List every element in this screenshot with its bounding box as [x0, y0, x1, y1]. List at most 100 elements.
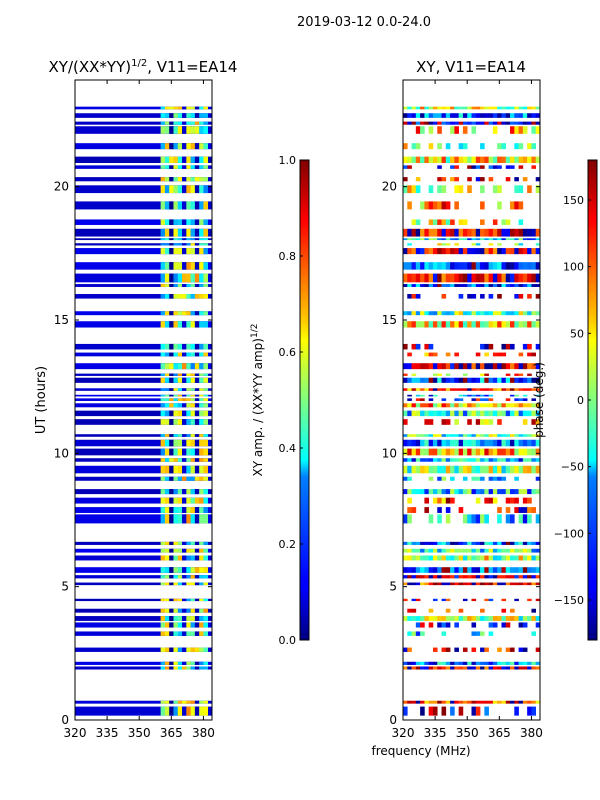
right-heatmap-cell	[522, 228, 528, 237]
right-heatmap-cell	[411, 262, 417, 270]
right-heatmap-cell	[505, 262, 511, 270]
left-heatmap-row	[75, 434, 212, 437]
left-heatmap-cell	[203, 476, 209, 481]
right-heatmap-cell	[531, 156, 537, 163]
left-heatmap-cell	[203, 706, 209, 716]
right-heatmap-cell	[437, 273, 442, 283]
left-heatmap-cell	[182, 465, 187, 474]
right-heatmap-cell	[403, 262, 408, 270]
right-heatmap-cell	[454, 126, 459, 134]
right-heatmap-cell	[428, 394, 434, 397]
left-heatmap-cell	[177, 419, 183, 425]
left-heatmap-cell	[190, 706, 196, 716]
right-colorbar-label: phase (deg.)	[532, 362, 546, 438]
right-heatmap-cell	[454, 262, 459, 270]
right-heatmap-cell	[428, 228, 434, 237]
left-heatmap-cell	[169, 410, 174, 417]
right-heatmap-cell	[518, 661, 524, 665]
right-heatmap-cell	[501, 106, 507, 110]
right-heatmap-cell	[415, 294, 421, 299]
right-heatmap-cell	[535, 514, 540, 524]
left-heatmap-cell	[199, 156, 204, 163]
right-heatmap-cell	[480, 410, 485, 417]
left-heatmap-cell	[194, 548, 200, 553]
right-heatmap-cell	[488, 394, 494, 397]
right-heatmap-cell	[522, 616, 528, 621]
left-heatmap-cell	[203, 608, 209, 613]
right-heatmap-cell	[510, 666, 515, 670]
right-heatmap-cell	[475, 238, 481, 241]
right-heatmap-cell	[420, 439, 425, 447]
right-heatmap-cell	[497, 201, 502, 210]
right-heatmap-cell	[518, 548, 524, 553]
right-heatmap-cell	[441, 434, 447, 437]
left-heatmap-cell	[177, 126, 183, 134]
left-heatmap-cell	[177, 238, 183, 241]
right-heatmap-cell	[428, 582, 434, 586]
right-heatmap-cell	[514, 262, 519, 270]
right-heatmap-cell	[505, 647, 511, 652]
left-heatmap-cell	[194, 666, 200, 670]
right-heatmap-cell	[411, 106, 417, 110]
right-heatmap-cell	[505, 273, 511, 283]
right-heatmap-cell	[535, 126, 540, 134]
right-heatmap-cell	[424, 228, 429, 237]
left-heatmap-cell	[203, 126, 209, 134]
left-heatmap-cell	[186, 575, 191, 579]
right-heatmap-cell	[475, 352, 481, 357]
right-heatmap-cell	[441, 706, 447, 716]
left-heatmap-cell	[190, 165, 196, 169]
right-heatmap-cell	[458, 238, 464, 241]
right-heatmap-cell	[501, 352, 507, 357]
right-heatmap-cell	[527, 666, 532, 670]
right-heatmap-cell	[475, 541, 481, 545]
right-heatmap-cell	[420, 622, 425, 628]
right-heatmap-cell	[415, 113, 421, 118]
right-heatmap-cell	[441, 555, 447, 561]
right-heatmap-cell	[488, 177, 494, 182]
right-heatmap-cell	[454, 419, 459, 425]
right-heatmap-cell	[492, 403, 498, 408]
left-colorbar-tick-label: 1.0	[279, 154, 297, 167]
right-heatmap-cell	[492, 126, 498, 134]
right-heatmap-cell	[441, 377, 447, 383]
right-heatmap-cell	[454, 548, 459, 553]
right-heatmap-cell	[480, 575, 485, 579]
right-heatmap-cell	[484, 156, 489, 163]
right-heatmap-cell	[518, 143, 524, 150]
right-heatmap-cell	[445, 248, 451, 255]
right-heatmap-cell	[441, 248, 447, 255]
right-heatmap-cell	[467, 311, 472, 316]
right-heatmap-cell	[462, 373, 468, 376]
right-heatmap-cell	[527, 489, 532, 495]
right-heatmap-cell	[480, 273, 485, 283]
right-heatmap-cell	[450, 284, 455, 287]
right-heatmap-cell	[514, 243, 519, 246]
right-heatmap-cell	[497, 548, 502, 553]
right-heatmap-cell	[445, 377, 451, 383]
right-heatmap-cell	[497, 647, 502, 652]
right-heatmap-cell	[510, 465, 515, 474]
left-panel-title: XY/(XX*YY)1/2, V11=EA14	[49, 58, 238, 76]
right-heatmap-cell	[432, 388, 438, 391]
left-heatmap-cell	[173, 555, 179, 561]
right-heatmap-cell	[522, 434, 528, 437]
right-heatmap-cell	[415, 106, 421, 110]
right-heatmap-cell	[428, 106, 434, 110]
right-heatmap-cell	[488, 661, 494, 665]
left-heatmap-row	[75, 321, 212, 328]
right-heatmap-cell	[471, 403, 477, 408]
left-heatmap-cell	[173, 388, 179, 391]
left-heatmap-cell	[173, 156, 179, 163]
left-heatmap-cell	[190, 616, 196, 621]
right-heatmap-cell	[522, 177, 528, 182]
right-heatmap-cell	[510, 321, 515, 328]
left-heatmap-cell	[182, 410, 187, 417]
right-heatmap-cell	[428, 439, 434, 447]
right-heatmap-cell	[458, 567, 464, 573]
right-heatmap-cell	[531, 121, 537, 125]
right-heatmap-cell	[488, 458, 494, 462]
right-heatmap-cell	[480, 608, 485, 613]
left-heatmap-cell	[160, 398, 166, 401]
right-heatmap-cell	[527, 514, 532, 524]
